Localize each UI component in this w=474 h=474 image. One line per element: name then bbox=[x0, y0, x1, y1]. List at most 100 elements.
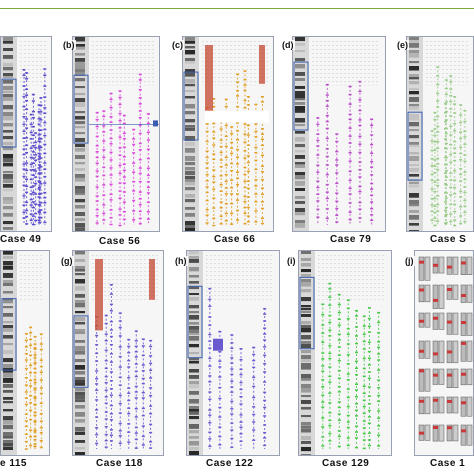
track-tick bbox=[370, 182, 374, 185]
track-tick bbox=[236, 177, 240, 180]
track-tick bbox=[95, 150, 99, 153]
track-tick bbox=[328, 329, 332, 332]
track-tick bbox=[95, 162, 99, 164]
track-tick bbox=[325, 173, 329, 176]
track-tick bbox=[436, 125, 440, 128]
chromosome bbox=[460, 340, 467, 362]
ideogram-band bbox=[301, 289, 311, 293]
track-tick bbox=[433, 159, 437, 161]
track-tick bbox=[254, 168, 258, 171]
track-tick bbox=[246, 134, 250, 136]
track-tick bbox=[24, 448, 28, 450]
track-tick bbox=[141, 364, 145, 366]
track-tick bbox=[444, 87, 448, 90]
track-tick bbox=[219, 223, 223, 225]
track-tick bbox=[358, 185, 362, 188]
track-tick bbox=[118, 164, 122, 167]
track-tick bbox=[355, 315, 359, 317]
chromosome bbox=[466, 284, 473, 303]
track-tick bbox=[346, 299, 350, 301]
track-tick bbox=[370, 160, 374, 163]
track-tick bbox=[134, 330, 138, 332]
track-tick bbox=[230, 147, 234, 149]
track-tick bbox=[348, 187, 352, 190]
track-tick bbox=[328, 296, 332, 298]
track-tick bbox=[370, 188, 374, 190]
track-tick bbox=[102, 110, 106, 112]
ideogram-band bbox=[75, 228, 85, 231]
track-tick bbox=[218, 406, 222, 409]
track-tick bbox=[348, 211, 352, 213]
ideogram-band bbox=[185, 104, 195, 109]
track-tick bbox=[243, 89, 247, 92]
track-tick bbox=[328, 321, 332, 324]
caption-a: Case 49 bbox=[0, 234, 42, 245]
track-tick bbox=[230, 380, 234, 382]
track-tick bbox=[43, 74, 47, 76]
track-tick bbox=[230, 126, 234, 128]
ideogram-band bbox=[409, 182, 419, 185]
track-tick bbox=[102, 125, 106, 127]
track-tick bbox=[104, 389, 108, 392]
track-tick bbox=[33, 347, 37, 349]
track-tick bbox=[118, 208, 122, 210]
track-tick bbox=[127, 338, 131, 341]
ideogram-band bbox=[3, 409, 13, 412]
track-tick bbox=[134, 375, 138, 378]
track-tick bbox=[449, 186, 453, 189]
track-tick bbox=[109, 388, 113, 390]
track-tick bbox=[122, 218, 126, 221]
track-tick bbox=[43, 121, 47, 124]
track-tick bbox=[243, 99, 247, 102]
track-tick bbox=[141, 414, 145, 417]
track-tick bbox=[141, 425, 145, 427]
chromosome-band bbox=[433, 298, 438, 302]
ideogram-band bbox=[189, 286, 199, 290]
track-tick bbox=[43, 85, 47, 87]
track-tick bbox=[459, 121, 463, 124]
chromosome bbox=[446, 424, 453, 442]
panel-c-graphic bbox=[183, 37, 269, 231]
track-tick bbox=[33, 403, 37, 406]
chromosome bbox=[460, 256, 467, 275]
track-tick bbox=[337, 413, 341, 415]
track-tick bbox=[22, 123, 26, 126]
track-tick bbox=[95, 427, 99, 429]
ideogram-band bbox=[75, 440, 85, 443]
track-tick bbox=[444, 156, 448, 159]
track-tick bbox=[444, 101, 448, 103]
track-tick bbox=[346, 414, 350, 417]
ideogram-band bbox=[301, 422, 311, 426]
track-tick bbox=[243, 223, 247, 225]
track-tick bbox=[459, 180, 463, 182]
chromosome-band bbox=[447, 399, 452, 403]
track-tick bbox=[254, 146, 258, 149]
ideogram-band bbox=[75, 144, 85, 148]
track-tick bbox=[436, 184, 440, 187]
track-tick bbox=[104, 425, 108, 428]
track-tick bbox=[449, 220, 453, 223]
track-tick bbox=[239, 403, 243, 405]
ideogram-band bbox=[295, 102, 305, 105]
track-tick bbox=[39, 387, 43, 389]
track-tick bbox=[218, 397, 222, 400]
track-tick bbox=[325, 105, 329, 107]
track-tick bbox=[127, 387, 131, 389]
track-tick bbox=[444, 192, 448, 194]
track-tick bbox=[39, 192, 43, 195]
track-tick bbox=[337, 430, 341, 432]
track-tick bbox=[346, 405, 350, 408]
track-tick bbox=[24, 353, 28, 355]
ideogram-band bbox=[185, 179, 195, 182]
track-tick bbox=[260, 179, 264, 181]
track-tick bbox=[109, 335, 113, 338]
ideogram-band bbox=[3, 171, 13, 174]
ideogram-band bbox=[3, 301, 13, 304]
track-tick bbox=[134, 447, 138, 449]
chromosome bbox=[418, 256, 425, 281]
track-tick bbox=[122, 146, 126, 149]
track-tick bbox=[43, 201, 47, 204]
track-tick bbox=[118, 435, 122, 437]
track-tick bbox=[230, 342, 234, 344]
ideogram-band bbox=[185, 199, 195, 203]
